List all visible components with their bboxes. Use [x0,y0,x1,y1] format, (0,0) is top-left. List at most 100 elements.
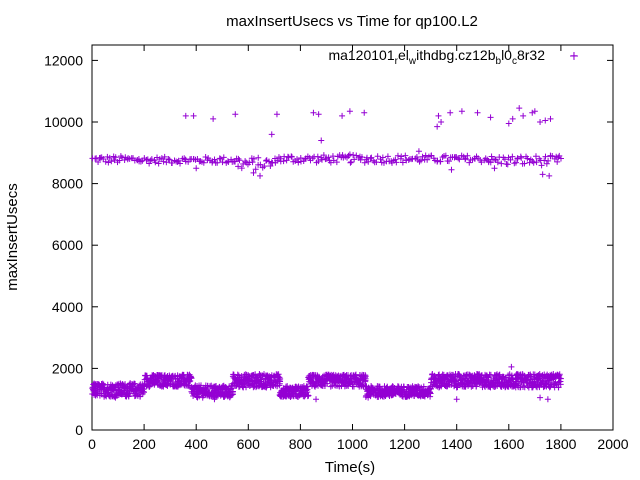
data-point [350,152,357,159]
data-point [193,165,200,172]
data-point [351,156,358,163]
y-tick-label: 6000 [52,237,83,253]
x-tick-label: 1000 [337,436,368,452]
data-point [554,158,561,165]
data-point [148,156,155,163]
data-point [187,377,194,384]
data-point [466,159,473,166]
data-point [181,155,188,162]
data-point [331,379,338,386]
data-point [140,389,147,396]
data-point [249,159,256,166]
data-point [310,109,317,116]
data-point [358,154,365,161]
data-point [442,152,449,159]
data-point [533,159,540,166]
data-point [283,157,290,164]
data-point [242,158,249,165]
x-tick-label: 1600 [493,436,524,452]
data-point [494,159,501,166]
data-point [402,152,409,159]
data-point [318,156,325,163]
x-tick-label: 0 [88,436,96,452]
data-point [318,137,325,144]
data-point [508,363,515,370]
data-point [211,156,218,163]
data-point [280,158,287,165]
series-points [89,52,577,403]
data-point [137,393,144,400]
legend-text: l0 [501,47,512,63]
data-point [384,153,391,160]
data-point [348,159,355,166]
data-point [132,381,139,388]
data-point [188,375,195,382]
data-point [295,159,302,166]
data-point [455,155,462,162]
data-point [362,377,369,384]
y-axis-label: maxInsertUsecs [4,183,21,291]
data-point [501,156,508,163]
data-point [152,159,159,166]
data-point [527,156,534,163]
data-point [158,155,165,162]
y-tick-label: 10000 [44,114,83,130]
y-tick-label: 2000 [52,360,83,376]
data-point [211,396,218,403]
data-point [422,152,429,159]
data-point [441,376,448,383]
x-tick-label: 1400 [441,436,472,452]
data-point [197,158,204,165]
data-point [98,390,105,397]
data-point [488,153,495,160]
data-point [121,157,128,164]
data-point [361,109,368,116]
data-point [95,158,102,165]
data-point [265,158,272,165]
data-point [438,119,445,125]
data-point [524,155,531,162]
chart-title: maxInsertUsecs vs Time for qp100.L2 [226,13,478,30]
data-point [258,376,265,383]
data-point [346,108,353,115]
x-tick-label: 200 [132,436,156,452]
data-point [217,155,224,162]
data-point [320,152,327,159]
data-point [202,154,209,161]
x-tick-label: 600 [237,436,261,452]
data-point [416,158,423,165]
data-point [512,159,519,166]
data-point [543,160,550,167]
data-point [250,169,257,176]
data-point [297,158,304,165]
data-point [268,131,275,138]
data-point [250,155,257,162]
data-point [538,162,545,169]
data-point [350,383,357,390]
data-point [116,157,123,164]
legend-text: 8r32 [517,47,545,63]
legend-subscript: r [395,56,399,67]
data-point [238,165,245,172]
data-point [474,109,481,116]
data-point [424,156,431,163]
data-point [125,393,132,400]
data-point [491,165,498,172]
data-point [504,161,511,168]
data-point [257,161,264,168]
data-point [232,111,239,118]
data-point [365,158,372,165]
data-point [314,153,321,160]
data-point [177,160,184,167]
data-point [155,160,162,167]
data-point [347,159,354,166]
legend-subscript: c [512,56,517,67]
data-point [547,115,554,122]
data-point [315,158,322,165]
data-point [112,154,119,161]
data-point [405,157,412,164]
legend-text: el [398,47,409,63]
data-point [537,394,544,401]
data-point [398,153,405,160]
